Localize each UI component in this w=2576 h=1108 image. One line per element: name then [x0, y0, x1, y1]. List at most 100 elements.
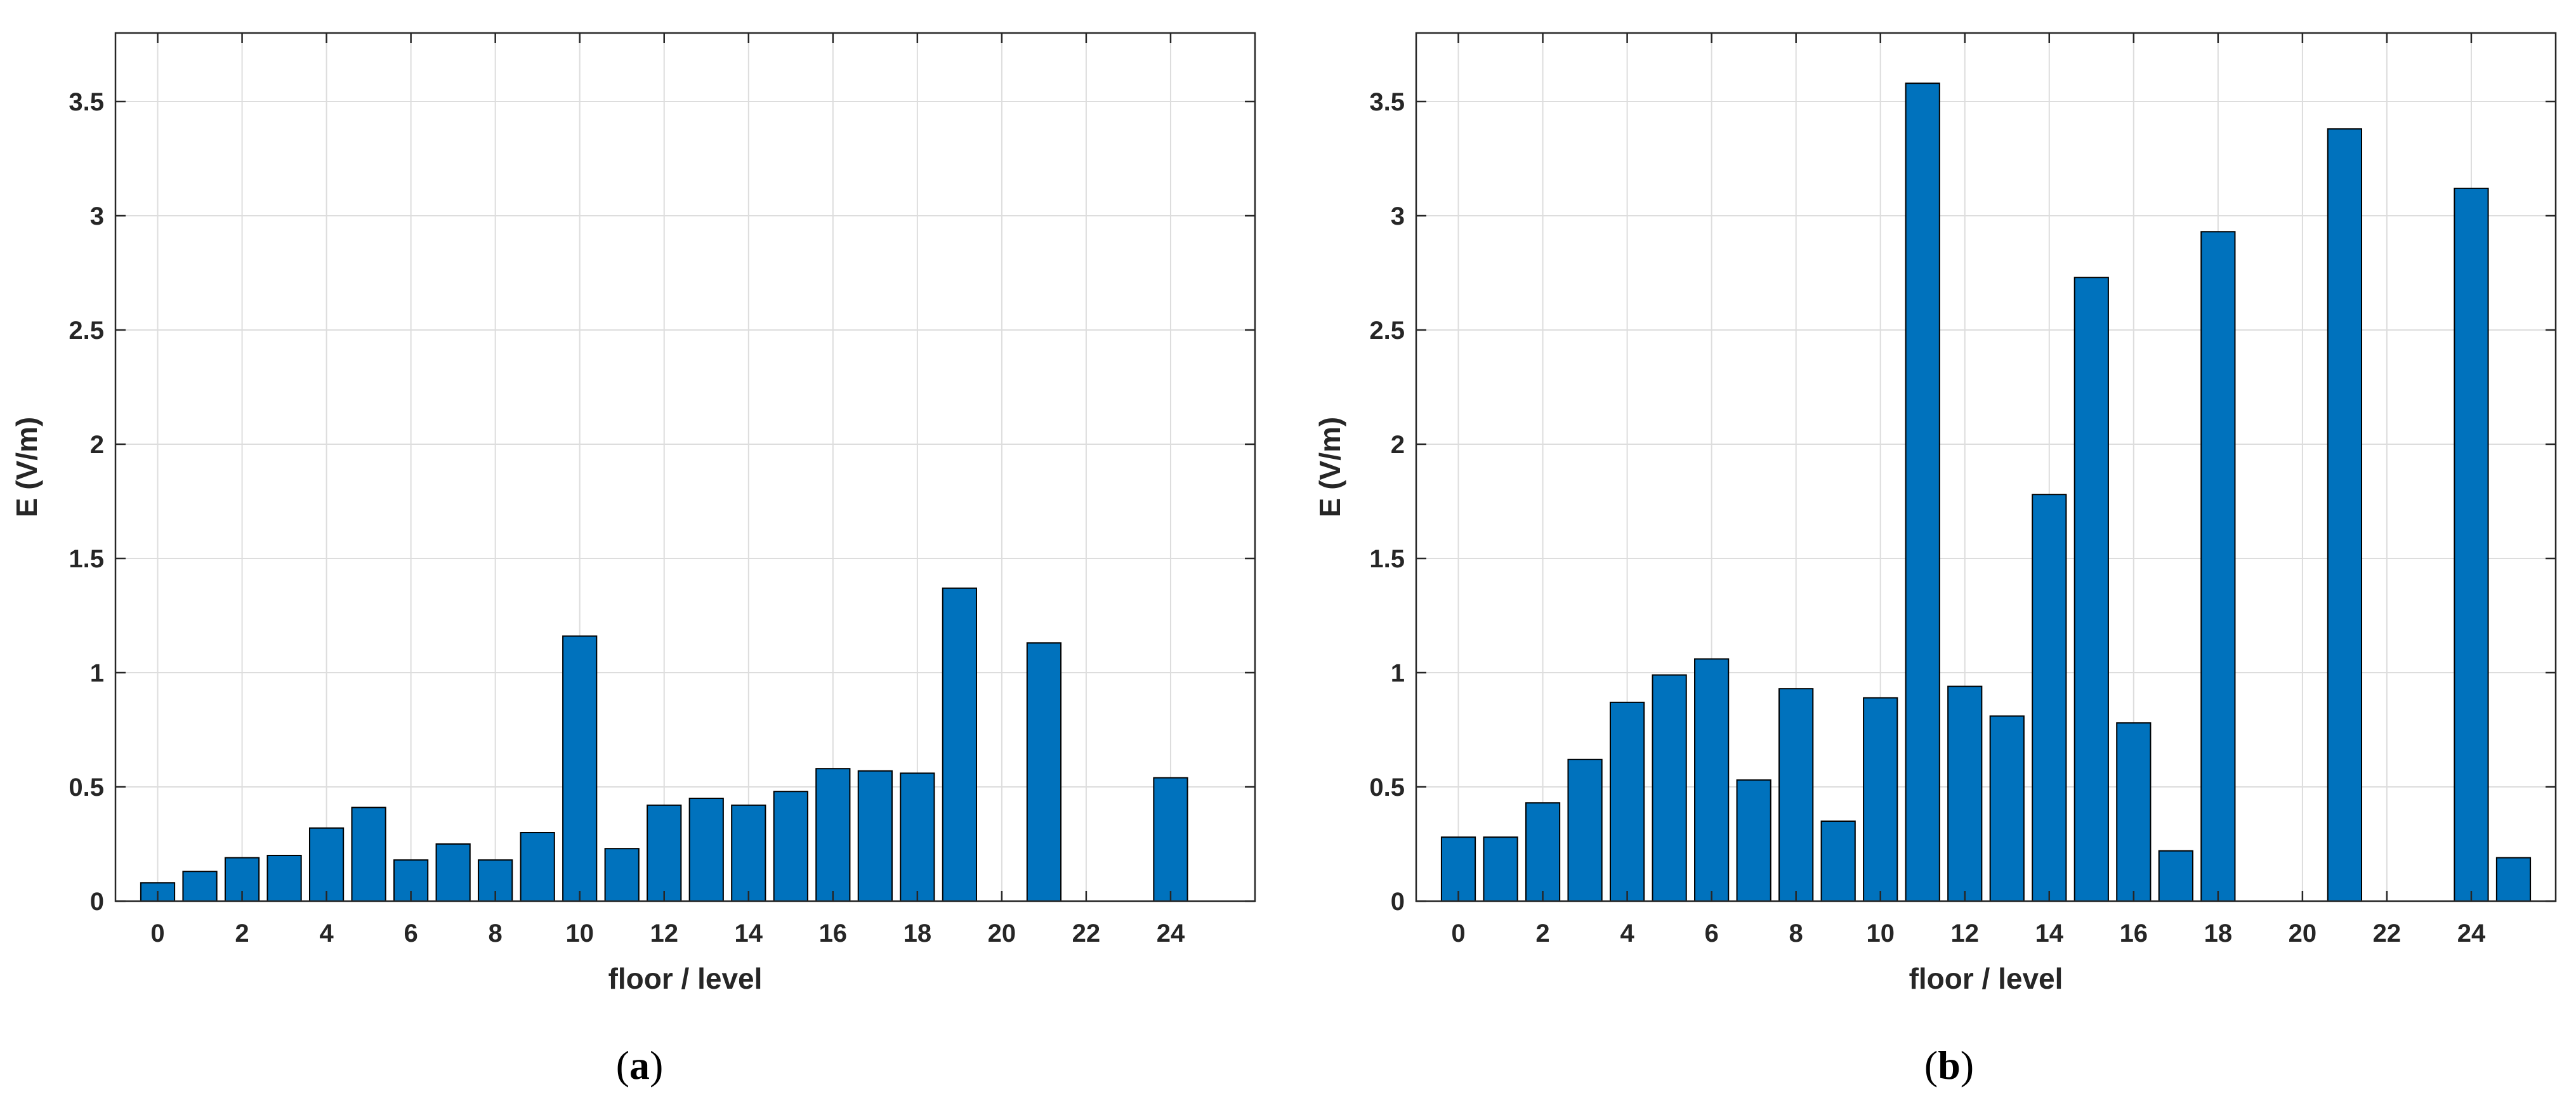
bar-floor-6: [1694, 658, 1730, 902]
bar-floor-5: [1652, 674, 1687, 902]
x-tick-label: 0: [150, 920, 164, 947]
bar-floor-0: [1440, 836, 1476, 902]
bar-floor-11: [1905, 82, 1940, 902]
x-tick-label: 6: [1705, 920, 1719, 947]
x-tick-label: 16: [2120, 920, 2148, 947]
bar-floor-9: [520, 832, 555, 902]
x-tick-label: 18: [2204, 920, 2233, 947]
y-axis-label: E (V/m): [1313, 417, 1346, 517]
y-tick-label: 1.5: [1369, 545, 1405, 573]
bar-floor-7: [1736, 779, 1771, 902]
bar-floor-1: [182, 871, 218, 902]
bar-floor-12: [1947, 685, 1983, 902]
bar-floor-4: [1609, 701, 1645, 902]
bar-floor-14: [731, 804, 766, 902]
bar-floor-15: [773, 791, 808, 902]
bar-floor-8: [1778, 688, 1814, 902]
y-tick-label: 1.5: [69, 545, 104, 573]
bar-floor-16: [815, 768, 851, 902]
panel-caption-letter: b: [1938, 1043, 1961, 1088]
panel-caption-open: (: [616, 1043, 629, 1088]
bar-floor-25: [2495, 857, 2532, 902]
y-tick-label: 3.5: [69, 88, 104, 116]
bar-floor-13: [1989, 715, 2025, 902]
bar-floor-11: [604, 848, 640, 902]
panel-caption-close: ): [1961, 1043, 1974, 1088]
bar-floor-9: [1820, 821, 1856, 902]
x-tick-label: 4: [1620, 920, 1634, 947]
x-tick-label: 4: [319, 920, 334, 947]
bar-floor-4: [308, 827, 345, 902]
x-tick-label: 22: [1072, 920, 1101, 947]
bar-floor-13: [688, 798, 724, 902]
bar-floor-14: [2032, 494, 2067, 902]
bar-floor-24: [2454, 187, 2489, 902]
x-tick-label: 8: [1789, 920, 1803, 947]
x-tick-label: 24: [1157, 920, 1185, 947]
x-axis-label: floor / level: [1909, 962, 2063, 995]
bar-floor-5: [351, 807, 386, 902]
chart-b: 0 2 4 6 8 10 12 14 16 18 20 22 2400.511.522.533.5flo…: [1313, 32, 2557, 1088]
bar-floor-21: [1026, 642, 1062, 902]
bar-floor-10: [1863, 697, 1898, 902]
y-tick-label: 2: [1391, 431, 1405, 459]
panel-caption-letter: a: [629, 1043, 650, 1088]
x-tick-label: 20: [988, 920, 1016, 947]
plot-area: [1416, 33, 2556, 901]
bar-floor-1: [1483, 836, 1518, 902]
chart-a: 0 2 4 6 8 10 12 14 16 18 20 22 2400.511.522.533.5flo…: [10, 32, 1256, 1088]
y-tick-label: 0.5: [69, 774, 104, 801]
x-tick-label: 12: [1950, 920, 1979, 947]
y-tick-label: 2.5: [69, 317, 104, 345]
bar-floor-21: [2327, 128, 2363, 902]
x-tick-label: 14: [2035, 920, 2064, 947]
panel-caption: (a): [616, 1043, 664, 1088]
x-tick-label: 14: [735, 920, 763, 947]
y-tick-label: 3.5: [1369, 88, 1405, 116]
x-tick-label: 20: [2289, 920, 2317, 947]
x-tick-label: 8: [489, 920, 503, 947]
bar-floor-17: [2158, 850, 2193, 902]
y-tick-label: 1: [1391, 659, 1405, 687]
y-tick-label: 3: [1391, 202, 1405, 230]
bar-floor-17: [857, 770, 893, 902]
bar-floor-18: [2200, 231, 2236, 902]
y-axis-label: E (V/m): [10, 417, 43, 517]
x-tick-label: 16: [819, 920, 848, 947]
bar-floor-18: [900, 772, 935, 902]
bar-floor-24: [1153, 777, 1188, 902]
x-tick-label: 2: [1535, 920, 1549, 947]
x-tick-label: 22: [2373, 920, 2402, 947]
x-axis-label: floor / level: [608, 962, 763, 995]
x-tick-label: 24: [2457, 920, 2486, 947]
bar-floor-3: [1567, 758, 1603, 902]
x-tick-label: 6: [404, 920, 418, 947]
y-tick-label: 0.5: [1369, 774, 1405, 801]
axes-box: [1415, 32, 2557, 902]
y-tick-label: 2: [90, 431, 104, 459]
bar-floor-7: [435, 843, 471, 902]
x-tick-label: 18: [904, 920, 932, 947]
bar-floor-15: [2073, 277, 2109, 902]
x-tick-label: 0: [1451, 920, 1465, 947]
bar-floor-16: [2116, 722, 2152, 902]
panel-caption-close: ): [650, 1043, 663, 1088]
bar-floor-10: [562, 635, 598, 902]
panel-caption-open: (: [1924, 1043, 1938, 1088]
y-tick-label: 0: [1391, 888, 1405, 916]
y-tick-label: 1: [90, 659, 104, 687]
panel-caption: (b): [1924, 1043, 1974, 1088]
bar-floor-12: [647, 804, 682, 902]
plot-area: [115, 33, 1255, 901]
axes-box: [114, 32, 1256, 902]
bar-floor-3: [266, 855, 302, 902]
x-tick-label: 12: [650, 920, 678, 947]
x-tick-label: 2: [235, 920, 249, 947]
y-tick-label: 0: [90, 888, 104, 916]
bar-floor-2: [1525, 802, 1561, 902]
x-tick-label: 10: [1866, 920, 1895, 947]
y-tick-label: 3: [90, 202, 104, 230]
bar-floor-19: [942, 587, 977, 902]
x-tick-label: 10: [565, 920, 594, 947]
y-tick-label: 2.5: [1369, 317, 1405, 345]
